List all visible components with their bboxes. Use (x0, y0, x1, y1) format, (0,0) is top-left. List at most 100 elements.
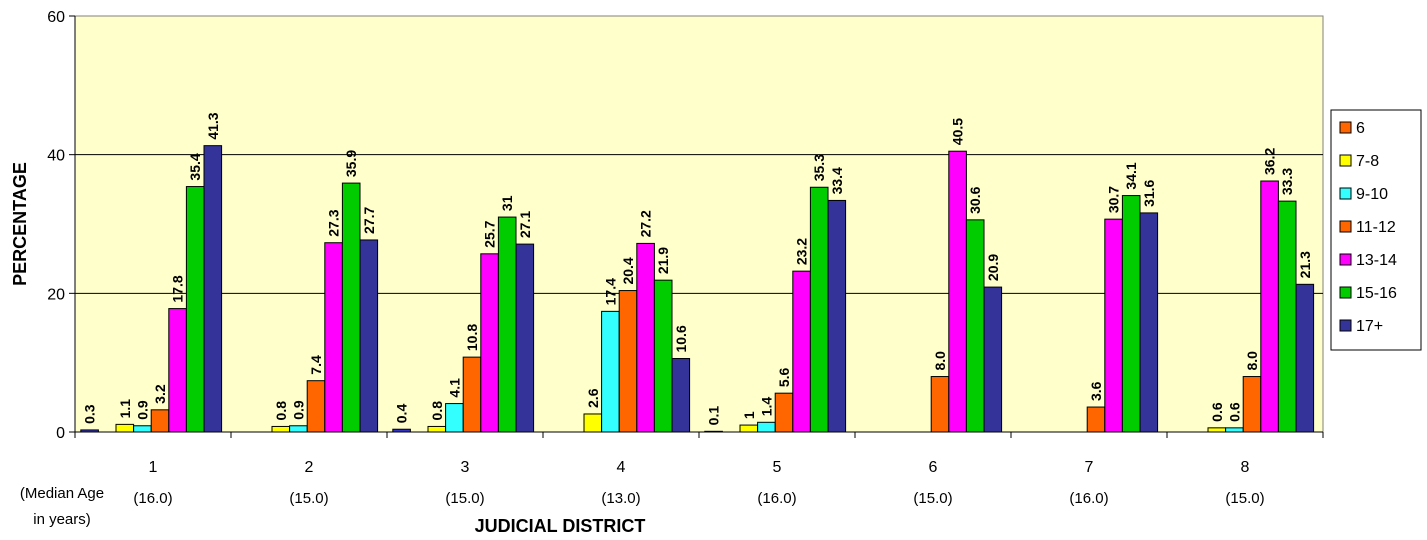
median-age-label: (15.0) (913, 490, 952, 507)
bar-data-label: 34.1 (1123, 162, 1139, 189)
bar-9-10 (289, 425, 308, 433)
bar-data-label: 27.7 (361, 206, 377, 233)
bar-data-label: 0.6 (1226, 402, 1242, 422)
bar-9-10 (1225, 427, 1244, 433)
bar-15-16 (1121, 195, 1141, 433)
bar-data-label: 40.5 (950, 118, 966, 145)
bar-17+ (671, 358, 691, 433)
bar-15-16 (341, 182, 361, 433)
bar-data-label: 27.2 (638, 210, 654, 237)
bar-data-label: 0.8 (273, 401, 289, 421)
bar-11-12 (1086, 406, 1106, 433)
bar-13-14 (636, 242, 655, 433)
bar-data-label: 21.3 (1297, 251, 1313, 278)
bar-9-10 (133, 425, 152, 433)
bar-data-label: 1 (741, 411, 757, 419)
x-tick-label: 6 (929, 459, 938, 476)
x-tick-label: 5 (773, 459, 782, 476)
bar-data-label: 41.3 (205, 112, 221, 139)
bar-15-16 (965, 219, 985, 433)
bar-17+ (983, 286, 1003, 433)
bar-11-12 (930, 376, 950, 433)
bar-data-label: 8.0 (1244, 351, 1260, 371)
bar-data-label: 17.8 (170, 275, 186, 302)
median-age-label: (16.0) (757, 490, 796, 507)
bar-11-12 (150, 409, 170, 433)
bar-13-14 (1104, 218, 1123, 433)
bar-data-label: 35.3 (811, 154, 827, 181)
x-tick-label: 1 (149, 459, 158, 476)
bar-data-label: 17.4 (602, 278, 618, 305)
legend-label: 17+ (1356, 318, 1383, 335)
y-tick-label: 0 (56, 425, 65, 442)
median-age-note-line1: (Median Age (20, 485, 104, 502)
bar-data-label: 36.2 (1262, 148, 1278, 175)
y-tick-label: 20 (47, 286, 65, 303)
bar-data-label: 4.1 (446, 378, 462, 398)
data-labels: 0.3 1.1 0.93.217.835.441.30.8 0.97.427.335.… (82, 112, 1313, 425)
bar-17+ (359, 239, 379, 433)
bar-data-label: 3.2 (152, 384, 168, 404)
x-tick-label: 7 (1085, 459, 1094, 476)
bar-data-label: 1.4 (758, 397, 774, 417)
y-axis-title: PERCENTAGE (10, 162, 30, 286)
x-tick-label: 3 (461, 459, 470, 476)
bar-data-label: 21.9 (655, 247, 671, 274)
legend-label: 6 (1356, 120, 1365, 137)
bar-13-14 (168, 308, 187, 433)
bar-17+ (515, 243, 535, 433)
bar-data-label: 20.4 (620, 257, 636, 284)
bar-13-14 (792, 270, 811, 433)
bar-9-10 (445, 403, 464, 433)
x-tick-label: 2 (305, 459, 314, 476)
bar-data-label: 3.6 (1088, 381, 1104, 401)
legend-swatch (1339, 187, 1352, 200)
bar-data-label: 0.4 (394, 404, 410, 424)
median-age-label: (16.0) (133, 490, 172, 507)
bar-17+ (1295, 283, 1315, 433)
bar-data-label: 33.4 (829, 167, 845, 194)
legend-label: 11-12 (1356, 219, 1396, 236)
bar-13-14 (948, 150, 967, 433)
bar-data-label: 30.6 (967, 186, 983, 213)
legend-swatch (1339, 154, 1352, 167)
legend-label: 7-8 (1356, 153, 1379, 170)
median-age-label: (15.0) (1225, 490, 1264, 507)
bar-15-16 (809, 186, 829, 433)
bar-7-8 (1207, 427, 1227, 433)
bar-7-8 (739, 424, 759, 433)
bar-9-10 (601, 310, 620, 433)
bar-data-label: 35.4 (187, 153, 203, 180)
legend-swatch (1339, 121, 1352, 134)
median-age-label: (13.0) (601, 490, 640, 507)
bar-13-14 (1260, 180, 1279, 433)
bar-13-14 (480, 253, 499, 433)
bar-data-label: 33.3 (1279, 168, 1295, 195)
bar-17+ (203, 145, 223, 433)
median-age-label: (15.0) (289, 490, 328, 507)
x-tick-label: 4 (617, 459, 626, 476)
bar-data-label: 35.9 (343, 150, 359, 177)
bar-15-16 (497, 216, 517, 433)
legend-swatch (1339, 286, 1352, 299)
bar-data-label: 31 (499, 195, 515, 211)
bar-data-label: 0.8 (429, 401, 445, 421)
bar-data-label: 5.6 (776, 367, 792, 387)
bar-data-label: 31.6 (1141, 179, 1157, 206)
legend-swatch (1339, 253, 1352, 266)
bar-data-label: 10.8 (464, 324, 480, 351)
bar-7-8 (583, 413, 603, 433)
median-age-label: (15.0) (445, 490, 484, 507)
bar-11-12 (462, 356, 482, 433)
bar-data-label: 10.6 (673, 325, 689, 352)
bar-11-12 (306, 380, 326, 433)
axes: 0 20 40 60 1 (16.0) 2 (15.0) 3 (15.0) 4 (13.0) 5 (16.… (47, 9, 1324, 507)
legend-swatch (1339, 319, 1352, 332)
bar-data-label: 0.1 (706, 406, 722, 426)
bar-7-8 (271, 425, 291, 433)
bar-data-label: 0.6 (1209, 402, 1225, 422)
bar-data-label: 0.9 (134, 400, 150, 420)
bar-data-label: 27.1 (517, 211, 533, 238)
legend-swatch (1339, 220, 1352, 233)
